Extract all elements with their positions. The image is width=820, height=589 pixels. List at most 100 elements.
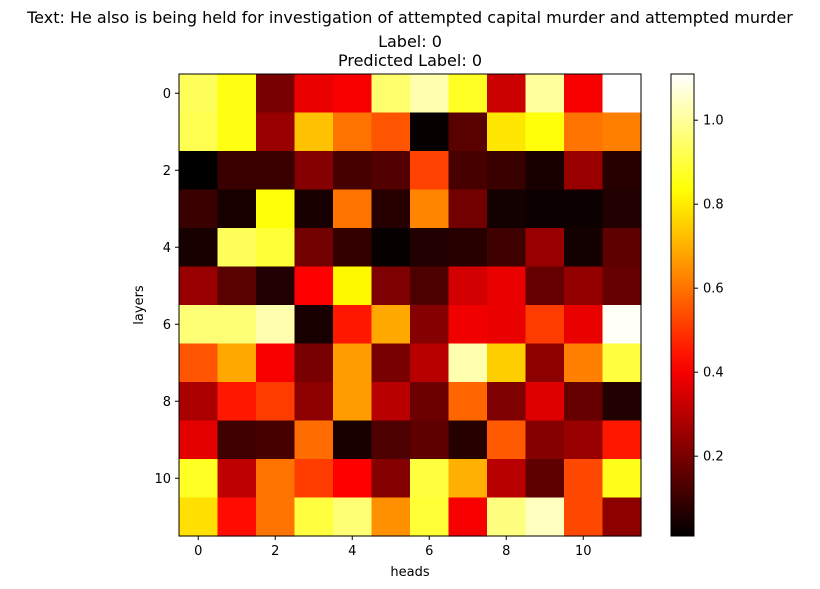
heatmap-cell-r1-c7 — [448, 112, 488, 152]
x-tick-label: 6 — [425, 544, 433, 559]
heatmap-cell-r3-c11 — [602, 189, 642, 229]
y-axis-label: layers — [132, 285, 147, 325]
heatmap-cell-r0-c0 — [179, 74, 219, 114]
heatmap-cell-r1-c5 — [371, 112, 411, 152]
heatmap-cell-r8-c8 — [487, 382, 527, 422]
heatmap-cell-r5-c1 — [217, 266, 257, 306]
heatmap-cell-r4-c4 — [333, 228, 373, 268]
heatmap-cell-r4-c9 — [525, 228, 565, 268]
heatmap-cell-r6-c6 — [410, 305, 450, 345]
heatmap-cells — [179, 74, 642, 537]
heatmap-cell-r10-c9 — [525, 459, 565, 499]
heatmap-cell-r1-c2 — [256, 112, 296, 152]
x-tick-label: 2 — [271, 544, 279, 559]
heatmap-cell-r5-c4 — [333, 266, 373, 306]
heatmap-cell-r2-c7 — [448, 151, 488, 191]
heatmap-cell-r7-c2 — [256, 343, 296, 383]
heatmap-cell-r3-c3 — [294, 189, 334, 229]
heatmap-cell-r6-c9 — [525, 305, 565, 345]
heatmap-cell-r3-c8 — [487, 189, 527, 229]
heatmap-cell-r5-c8 — [487, 266, 527, 306]
heatmap-cell-r3-c0 — [179, 189, 219, 229]
heatmap-cell-r1-c3 — [294, 112, 334, 152]
heatmap-cell-r10-c6 — [410, 459, 450, 499]
heatmap-cell-r0-c3 — [294, 74, 334, 114]
colorbar-tick-label: 0.4 — [703, 366, 724, 381]
heatmap-cell-r7-c9 — [525, 343, 565, 383]
y-tick-label: 10 — [154, 472, 171, 487]
heatmap-cell-r5-c5 — [371, 266, 411, 306]
heatmap-cell-r11-c2 — [256, 497, 296, 537]
heatmap-cell-r11-c3 — [294, 497, 334, 537]
heatmap-cell-r4-c0 — [179, 228, 219, 268]
heatmap-cell-r10-c10 — [564, 459, 604, 499]
y-tick-label: 2 — [163, 164, 171, 179]
heatmap-cell-r8-c5 — [371, 382, 411, 422]
heatmap-cell-r10-c7 — [448, 459, 488, 499]
heatmap-cell-r9-c8 — [487, 420, 527, 460]
heatmap-cell-r10-c2 — [256, 459, 296, 499]
heatmap-cell-r11-c9 — [525, 497, 565, 537]
heatmap-cell-r8-c7 — [448, 382, 488, 422]
heatmap-cell-r3-c4 — [333, 189, 373, 229]
heatmap-cell-r5-c3 — [294, 266, 334, 306]
heatmap-cell-r7-c6 — [410, 343, 450, 383]
heatmap-cell-r10-c0 — [179, 459, 219, 499]
heatmap-cell-r6-c1 — [217, 305, 257, 345]
heatmap-cell-r0-c2 — [256, 74, 296, 114]
heatmap-cell-r4-c10 — [564, 228, 604, 268]
heatmap-cell-r4-c5 — [371, 228, 411, 268]
y-tick-label: 4 — [163, 241, 171, 256]
heatmap-cell-r2-c5 — [371, 151, 411, 191]
heatmap-cell-r10-c11 — [602, 459, 642, 499]
heatmap-cell-r3-c5 — [371, 189, 411, 229]
heatmap-cell-r9-c9 — [525, 420, 565, 460]
heatmap-cell-r1-c8 — [487, 112, 527, 152]
heatmap-cell-r7-c8 — [487, 343, 527, 383]
heatmap-cell-r3-c9 — [525, 189, 565, 229]
x-tick-label: 8 — [502, 544, 510, 559]
heatmap-cell-r10-c4 — [333, 459, 373, 499]
heatmap-cell-r1-c11 — [602, 112, 642, 152]
heatmap-cell-r0-c10 — [564, 74, 604, 114]
y-tick-label: 6 — [163, 318, 171, 333]
heatmap-cell-r1-c10 — [564, 112, 604, 152]
heatmap-cell-r2-c8 — [487, 151, 527, 191]
heatmap-cell-r3-c1 — [217, 189, 257, 229]
heatmap-cell-r8-c4 — [333, 382, 373, 422]
heatmap-cell-r0-c4 — [333, 74, 373, 114]
heatmap-cell-r6-c3 — [294, 305, 334, 345]
heatmap-cell-r11-c6 — [410, 497, 450, 537]
heatmap-cell-r2-c9 — [525, 151, 565, 191]
heatmap-cell-r7-c10 — [564, 343, 604, 383]
heatmap-cell-r8-c6 — [410, 382, 450, 422]
heatmap-cell-r9-c0 — [179, 420, 219, 460]
heatmap-cell-r5-c7 — [448, 266, 488, 306]
heatmap-cell-r11-c1 — [217, 497, 257, 537]
heatmap-cell-r8-c3 — [294, 382, 334, 422]
heatmap-cell-r9-c6 — [410, 420, 450, 460]
heatmap-cell-r7-c3 — [294, 343, 334, 383]
heatmap-cell-r6-c10 — [564, 305, 604, 345]
heatmap-cell-r8-c1 — [217, 382, 257, 422]
heatmap-cell-r11-c11 — [602, 497, 642, 537]
heatmap-cell-r9-c3 — [294, 420, 334, 460]
heatmap-cell-r5-c6 — [410, 266, 450, 306]
heatmap-cell-r2-c1 — [217, 151, 257, 191]
heatmap-cell-r0-c8 — [487, 74, 527, 114]
heatmap-cell-r11-c7 — [448, 497, 488, 537]
x-tick-label: 4 — [348, 544, 356, 559]
heatmap-cell-r1-c9 — [525, 112, 565, 152]
chart-title-text: Text: He also is being held for investig… — [27, 8, 793, 27]
heatmap-cell-r8-c2 — [256, 382, 296, 422]
chart-title-label: Label: 0 — [378, 32, 442, 51]
heatmap-cell-r2-c10 — [564, 151, 604, 191]
heatmap-cell-r3-c10 — [564, 189, 604, 229]
heatmap-cell-r10-c8 — [487, 459, 527, 499]
heatmap-cell-r1-c6 — [410, 112, 450, 152]
heatmap-cell-r6-c0 — [179, 305, 219, 345]
heatmap-cell-r2-c3 — [294, 151, 334, 191]
x-tick-label: 10 — [575, 544, 592, 559]
heatmap-cell-r6-c5 — [371, 305, 411, 345]
heatmap-cell-r0-c9 — [525, 74, 565, 114]
